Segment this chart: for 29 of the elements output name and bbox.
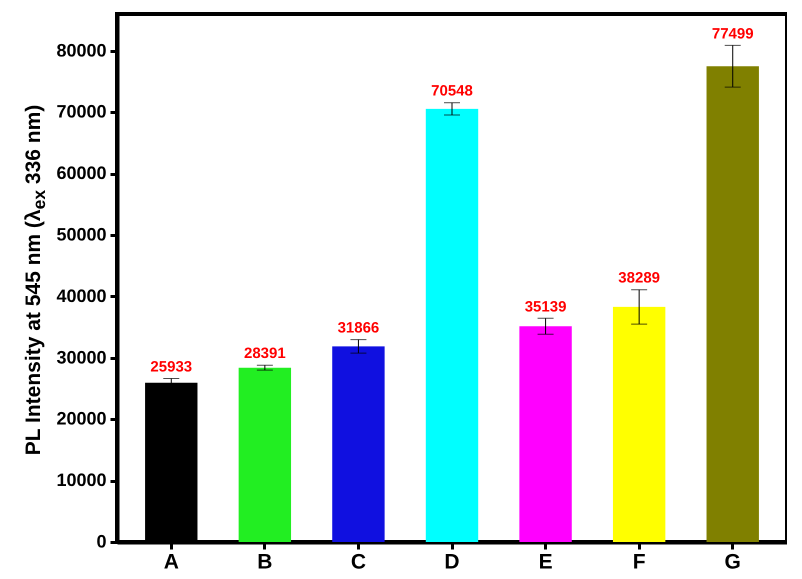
y-tick-label: 0 <box>96 532 106 552</box>
data-label: 28391 <box>244 345 286 362</box>
bar <box>519 326 572 542</box>
y-tick-label: 80000 <box>56 40 106 60</box>
x-tick-label: F <box>632 550 646 574</box>
y-tick-label: 30000 <box>56 347 106 368</box>
x-tick-label: B <box>257 550 272 574</box>
data-label: 25933 <box>150 358 192 376</box>
data-label: 70548 <box>431 82 473 100</box>
bar <box>332 346 385 542</box>
bar <box>612 306 666 542</box>
y-tick-label: 20000 <box>56 408 106 429</box>
x-tick-label: E <box>538 550 553 574</box>
x-tick-label: C <box>350 550 366 574</box>
y-tick-label: 40000 <box>56 286 106 306</box>
data-label: 38289 <box>618 270 660 287</box>
bar <box>426 108 478 542</box>
x-tick-label: A <box>164 550 179 574</box>
y-tick-label: 70000 <box>56 102 106 122</box>
bar <box>706 66 759 542</box>
data-label: 77499 <box>712 25 754 42</box>
x-tick-label: D <box>444 550 460 574</box>
y-tick-label: 60000 <box>56 163 106 184</box>
bar <box>238 368 292 542</box>
data-label: 35139 <box>524 298 566 316</box>
data-label: 31866 <box>338 320 380 337</box>
y-tick-label: 10000 <box>56 470 106 490</box>
y-tick-label: 50000 <box>56 224 106 245</box>
x-tick-label: G <box>724 550 741 574</box>
